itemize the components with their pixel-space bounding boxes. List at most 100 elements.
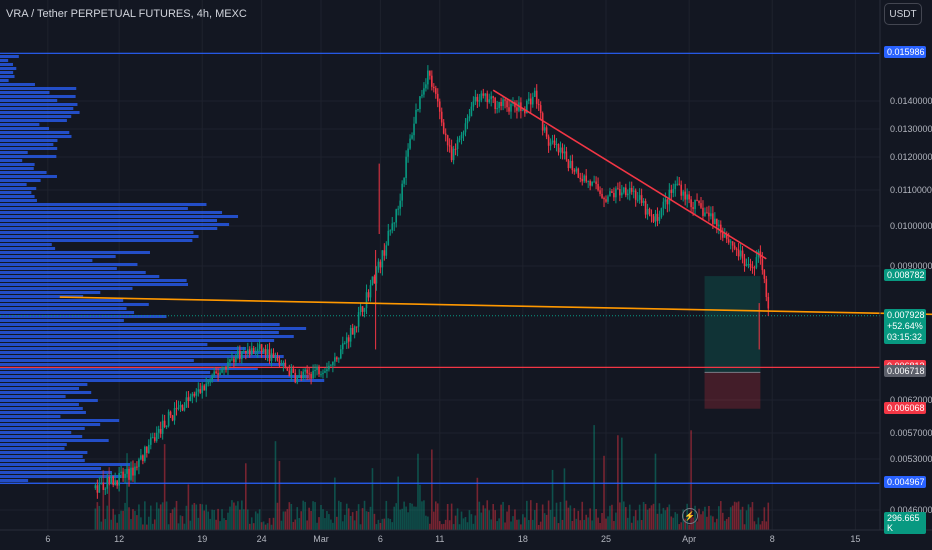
- volume-profile-bar: [0, 455, 83, 458]
- candle-body: [427, 70, 429, 85]
- volume-bar: [456, 508, 459, 530]
- candle-body: [387, 230, 390, 246]
- volume-bar: [543, 513, 546, 530]
- volume-bar: [415, 506, 417, 530]
- candle-body: [749, 263, 752, 268]
- candle-body: [284, 362, 287, 369]
- candle-body: [429, 70, 431, 76]
- candle-body: [393, 222, 396, 224]
- candle-body: [142, 455, 144, 461]
- red-resistance-trendline: [492, 89, 767, 260]
- current-price-value: 0.007928: [887, 309, 925, 320]
- candle-body: [179, 404, 182, 408]
- candle-body: [355, 326, 358, 328]
- volume-bar: [157, 508, 160, 530]
- volume-profile-bar: [0, 139, 58, 142]
- volume-bar: [712, 516, 714, 530]
- candle-body: [630, 187, 633, 192]
- candle-body: [433, 86, 435, 89]
- volume-bar: [314, 502, 316, 530]
- volume-bar: [630, 522, 633, 530]
- volume-profile-bar: [0, 55, 19, 58]
- volume-profile-bar: [0, 187, 37, 190]
- volume-profile-bar: [0, 315, 167, 318]
- candle-body: [466, 118, 469, 124]
- volume-bar: [579, 520, 582, 530]
- volume-bar: [120, 510, 122, 530]
- x-tick-label: 11: [435, 534, 444, 544]
- candle-body: [415, 109, 417, 124]
- candle-body: [151, 437, 154, 439]
- candle-body: [694, 199, 696, 209]
- candle-body: [316, 366, 318, 371]
- lightning-icon[interactable]: ⚡: [682, 508, 698, 524]
- candle-body: [365, 292, 368, 309]
- volume-bar: [585, 514, 588, 530]
- candle-body: [567, 159, 570, 169]
- candle-body: [573, 170, 576, 172]
- volume-profile-bar: [0, 459, 85, 462]
- volume-bar: [417, 453, 419, 530]
- volume-bar: [132, 509, 134, 530]
- candle-body: [417, 109, 419, 111]
- volume-bar: [229, 506, 231, 530]
- volume-bar: [276, 502, 279, 530]
- volume-bar: [569, 505, 572, 530]
- volume-bar: [563, 468, 566, 530]
- volume-bar: [623, 501, 625, 530]
- volume-bar: [371, 468, 374, 530]
- candle-body: [138, 459, 140, 467]
- candle-body: [361, 306, 364, 312]
- candle-body: [686, 194, 688, 200]
- volume-bar: [755, 524, 758, 530]
- volume-bar: [545, 514, 548, 530]
- candle-body: [555, 144, 558, 146]
- candle-body: [260, 344, 263, 352]
- volume-profile-bar: [0, 199, 37, 202]
- volume-profile-bar: [0, 179, 41, 182]
- candle-body: [561, 147, 564, 154]
- candle-body: [302, 371, 304, 379]
- volume-bar: [654, 453, 657, 530]
- volume-bar: [575, 518, 578, 530]
- candle-body: [680, 184, 683, 196]
- candle-body: [626, 193, 629, 196]
- volume-bar: [628, 504, 631, 530]
- candle-body: [454, 148, 457, 150]
- volume-bar: [725, 518, 728, 530]
- candle-body: [294, 372, 297, 383]
- volume-bar: [270, 524, 273, 530]
- volume-bar: [227, 512, 229, 530]
- volume-bar: [209, 518, 211, 530]
- volume-bar: [476, 477, 479, 530]
- volume-bar: [302, 500, 304, 530]
- volume-profile-bar: [0, 263, 138, 266]
- volume-profile-bar: [0, 299, 124, 302]
- volume-bar: [195, 504, 198, 530]
- volume-bar: [526, 500, 528, 530]
- candle-body: [286, 368, 289, 371]
- candle-body: [324, 371, 326, 373]
- currency-button[interactable]: USDT: [884, 3, 922, 25]
- volume-bar: [640, 520, 643, 530]
- volume-bar: [498, 518, 500, 530]
- volume-bar: [185, 505, 188, 530]
- candle-body: [670, 189, 673, 193]
- volume-bar: [243, 509, 245, 530]
- candle-body: [725, 234, 728, 240]
- volume-profile-bar: [0, 435, 83, 438]
- candle-body: [727, 239, 730, 243]
- candle-body: [122, 471, 124, 479]
- candle-body: [650, 214, 653, 217]
- volume-bar: [108, 467, 111, 530]
- y-tick-label: 0.0130000: [890, 124, 932, 134]
- candle-body: [462, 132, 465, 135]
- volume-bar: [339, 502, 342, 530]
- volume-bar: [419, 484, 421, 530]
- volume-bar: [351, 512, 354, 530]
- candle-body: [130, 467, 132, 480]
- volume-profile-bar: [0, 375, 309, 378]
- volume-profile-bar: [0, 243, 52, 246]
- volume-bar: [363, 500, 366, 530]
